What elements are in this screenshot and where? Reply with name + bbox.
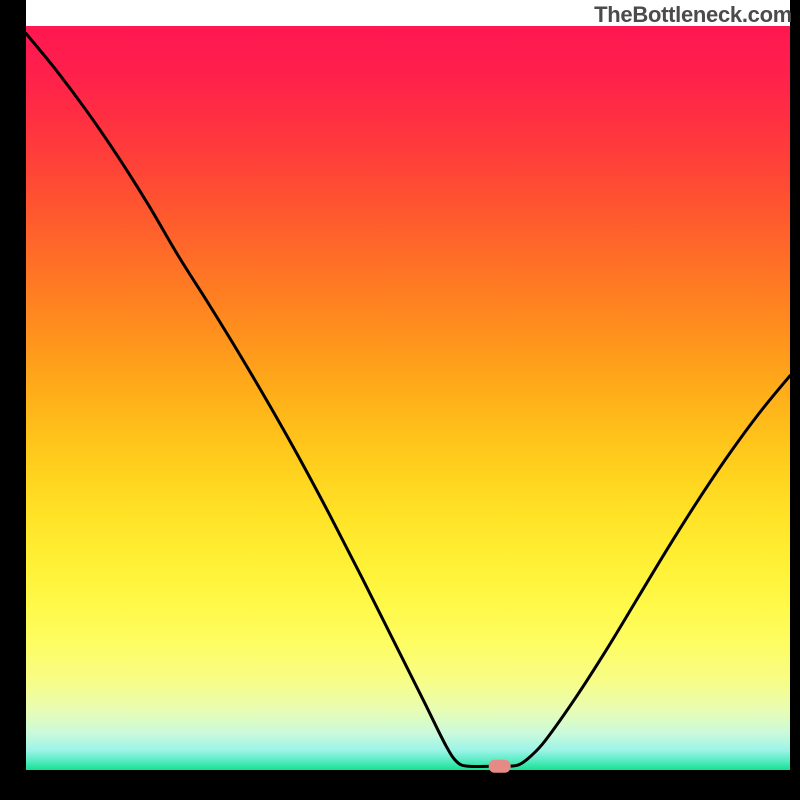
plot-background — [26, 26, 790, 770]
chart-root: TheBottleneck.com — [0, 0, 800, 800]
chart-border-bottom — [0, 770, 800, 800]
bottleneck-chart — [0, 0, 800, 800]
chart-border-left — [0, 0, 26, 800]
optimal-marker — [489, 760, 511, 773]
chart-border-right — [790, 0, 800, 800]
watermark-text: TheBottleneck.com — [594, 2, 792, 28]
